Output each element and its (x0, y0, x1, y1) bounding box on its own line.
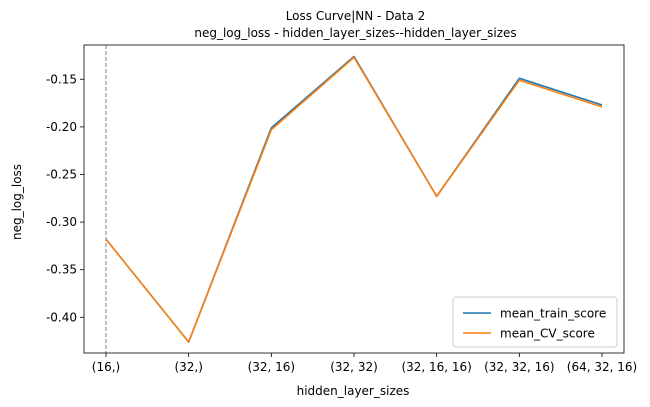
x-tick-label: (64, 32, 16) (567, 360, 637, 374)
x-axis-label: hidden_layer_sizes (297, 384, 410, 398)
plot-area: (16,) (32,) (32, 16) (32, 32) (32, 16, 16) (3… (46, 44, 637, 374)
legend-label-cv: mean_CV_score (500, 327, 595, 341)
series-line-1 (105, 56, 603, 343)
y-tick-label: -0.40 (46, 310, 77, 324)
chart-title: Loss Curve|NN - Data 2 (286, 9, 426, 23)
x-tick-label: (32, 32, 16) (484, 360, 554, 374)
chart-subtitle: neg_log_loss - hidden_layer_sizes--hidde… (194, 26, 516, 40)
y-tick-label: -0.35 (46, 263, 77, 277)
legend-box (452, 296, 618, 348)
y-tick-label: -0.25 (46, 167, 77, 181)
y-tick-label: -0.30 (46, 215, 77, 229)
y-axis-label: neg_log_loss (10, 164, 24, 240)
x-tick-label: (32, 16, 16) (401, 360, 471, 374)
x-tick-label: (32,) (174, 360, 202, 374)
y-tick-label: -0.20 (46, 120, 77, 134)
x-tick-label: (16,) (92, 360, 120, 374)
x-tick-label: (32, 16) (248, 360, 296, 374)
y-tick-label: -0.15 (46, 72, 77, 86)
legend: mean_train_score mean_CV_score (452, 296, 618, 348)
x-tick-label: (32, 32) (330, 360, 378, 374)
legend-label-train: mean_train_score (500, 307, 606, 321)
